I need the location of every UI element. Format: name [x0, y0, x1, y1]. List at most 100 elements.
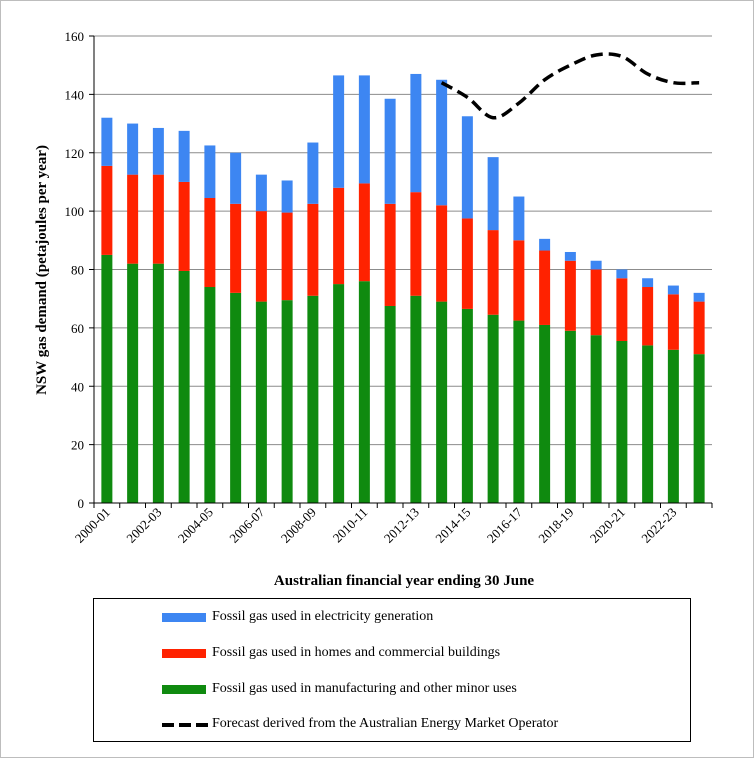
bar-segment-electricity — [358, 75, 370, 184]
bar-segment-homes — [461, 218, 473, 309]
bar-segment-electricity — [513, 196, 525, 241]
bar-segment-electricity — [230, 152, 242, 204]
y-tick-label: 120 — [65, 146, 85, 161]
bar-segment-manufacturing — [152, 263, 164, 503]
legend-label-forecast: Forecast derived from the Australian Ene… — [212, 716, 559, 731]
bar-segment-electricity — [461, 116, 473, 219]
bar-segment-homes — [539, 250, 551, 325]
x-axis-title: Australian financial year ending 30 June — [274, 573, 535, 589]
forecast-series-line — [440, 52, 700, 120]
y-tick-label: 0 — [78, 496, 85, 511]
bar-segment-manufacturing — [281, 300, 293, 503]
bar-segment-manufacturing — [539, 324, 551, 503]
bar-segment-homes — [230, 203, 242, 293]
bar-segment-electricity — [152, 127, 164, 175]
bar-segment-homes — [436, 205, 448, 302]
x-tick-label: 2006-07 — [226, 504, 268, 546]
bar-segment-manufacturing — [667, 349, 679, 503]
bar-segment-electricity — [616, 269, 628, 279]
gridlines — [94, 35, 712, 446]
bar-segment-homes — [564, 260, 576, 331]
bar-segment-manufacturing — [410, 295, 422, 503]
x-tick-labels: 2000-01 2002-03 2004-05 2006-07 2008-09 2010-… — [72, 504, 680, 546]
legend-item-manufacturing: Fossil gas used in manufacturing and oth… — [94, 681, 690, 701]
bar-segment-manufacturing — [101, 254, 113, 503]
bar-segment-homes — [487, 230, 499, 315]
bar-segment-manufacturing — [230, 292, 242, 503]
bar-segment-manufacturing — [333, 284, 345, 503]
bar-segment-electricity — [384, 98, 396, 204]
bar-segment-homes — [616, 278, 628, 342]
y-tick-label: 100 — [65, 204, 85, 219]
bar-segment-manufacturing — [436, 301, 448, 503]
bar-segment-homes — [513, 240, 525, 321]
x-tick-label: 2014-15 — [432, 505, 473, 546]
bar-segment-manufacturing — [127, 263, 139, 503]
bar-segment-electricity — [487, 157, 499, 231]
legend-swatch-manufacturing — [162, 685, 206, 694]
bar-segment-electricity — [178, 130, 190, 182]
legend-label-manufacturing: Fossil gas used in manufacturing and oth… — [212, 681, 517, 696]
legend-item-homes: Fossil gas used in homes and commercial … — [94, 645, 690, 665]
bar-segment-electricity — [642, 278, 654, 288]
legend: Fossil gas used in electricity generatio… — [93, 598, 691, 742]
bar-segment-electricity — [564, 251, 576, 261]
x-tick-label: 2002-03 — [123, 505, 164, 546]
bar-segment-manufacturing — [616, 341, 628, 503]
y-tick-label: 80 — [71, 263, 84, 278]
y-axis-title: NSW gas demand (petajoules per year) — [34, 145, 50, 395]
legend-item-forecast: Forecast derived from the Australian Ene… — [94, 716, 690, 736]
legend-swatch-homes — [162, 649, 206, 658]
bar-segment-homes — [152, 174, 164, 264]
bar-segment-electricity — [255, 174, 267, 212]
bar-segment-manufacturing — [693, 354, 705, 503]
bar-segment-electricity — [101, 117, 113, 166]
x-tick-label: 2008-09 — [278, 505, 319, 546]
bar-segment-electricity — [204, 145, 216, 198]
bar-segment-manufacturing — [513, 320, 525, 503]
forecast-line — [440, 52, 700, 120]
bar-segment-electricity — [436, 79, 448, 206]
bar-segment-homes — [693, 301, 705, 355]
y-tick-label: 60 — [71, 321, 84, 336]
bar-segment-homes — [255, 211, 267, 302]
bar-segment-electricity — [539, 238, 551, 251]
bar-segment-electricity — [667, 285, 679, 295]
bar-segment-homes — [204, 197, 216, 288]
x-tick-label: 2004-05 — [175, 505, 216, 546]
bar-segment-electricity — [693, 292, 705, 302]
bar-segment-manufacturing — [307, 295, 319, 503]
bar-segment-electricity — [410, 73, 422, 193]
bar-segment-manufacturing — [590, 335, 602, 503]
y-tick-label: 140 — [65, 87, 85, 102]
y-tick-labels: 0 20 40 60 80 100 120 140 160 — [65, 29, 94, 511]
bar-segment-electricity — [281, 180, 293, 213]
bar-segment-homes — [410, 192, 422, 296]
bar-segment-manufacturing — [564, 330, 576, 503]
legend-swatch-electricity — [162, 613, 206, 622]
bar-segment-homes — [281, 212, 293, 301]
x-tick-label: 2010-11 — [330, 505, 371, 546]
legend-item-electricity: Fossil gas used in electricity generatio… — [94, 609, 690, 629]
x-tick-label: 2018-19 — [535, 505, 576, 546]
bar-segment-homes — [667, 294, 679, 350]
bar-segment-homes — [178, 181, 190, 271]
bar-segment-manufacturing — [255, 301, 267, 503]
bar-segment-homes — [333, 187, 345, 285]
legend-label-electricity: Fossil gas used in electricity generatio… — [212, 609, 434, 624]
bar-segment-manufacturing — [358, 281, 370, 503]
legend-label-homes: Fossil gas used in homes and commercial … — [212, 645, 501, 660]
bar-segment-electricity — [127, 123, 139, 175]
x-tick-label: 2016-17 — [484, 504, 526, 546]
bar-segment-manufacturing — [642, 345, 654, 503]
bar-segment-electricity — [333, 75, 345, 188]
bar-segment-homes — [358, 183, 370, 282]
x-tick-label: 2012-13 — [381, 505, 422, 546]
bar-segment-homes — [127, 174, 139, 264]
bar-segment-homes — [307, 203, 319, 296]
y-tick-label: 20 — [71, 438, 84, 453]
bar-segment-homes — [384, 203, 396, 306]
bar-segment-manufacturing — [461, 308, 473, 503]
bar-segment-homes — [642, 287, 654, 346]
